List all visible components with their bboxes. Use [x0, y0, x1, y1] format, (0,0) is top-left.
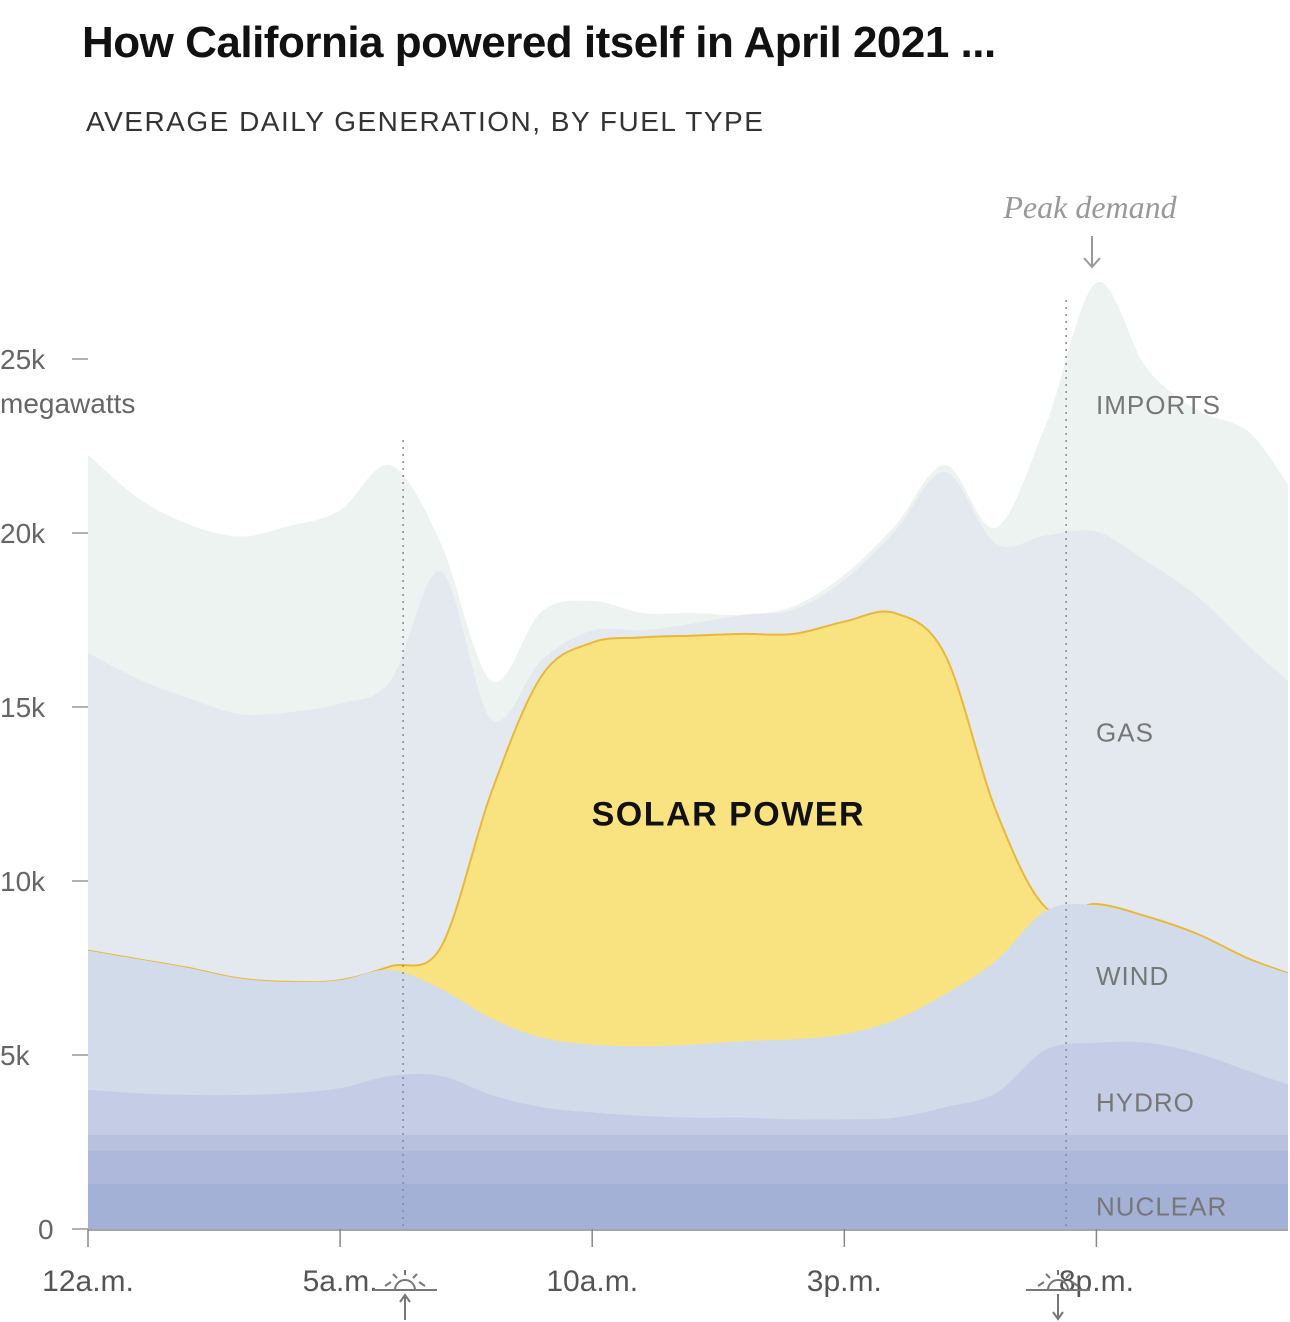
- y-unit-label: megawatts: [0, 388, 135, 419]
- label-wind: WIND: [1096, 961, 1169, 991]
- peak-demand-arrow-icon: [1083, 236, 1101, 269]
- label-hydro: HYDRO: [1096, 1087, 1195, 1117]
- y-tick-label: 25k: [0, 344, 46, 375]
- sun-ray: [384, 1281, 392, 1287]
- x-tick-label: 8p.m.: [1059, 1265, 1134, 1298]
- y-tick-label: 10k: [0, 866, 46, 897]
- chart-subtitle: AVERAGE DAILY GENERATION, BY FUEL TYPE: [86, 106, 765, 137]
- sunrise-icon: [373, 1270, 437, 1320]
- label-nuclear: NUCLEAR: [1096, 1192, 1227, 1222]
- area-nuclear: [88, 1183, 1288, 1229]
- x-tick-label: 12a.m.: [42, 1265, 134, 1298]
- x-tick-label: 5a.m.: [303, 1265, 378, 1298]
- annotations: Peak demand: [1002, 189, 1178, 269]
- sun-ray: [1065, 1273, 1071, 1279]
- sun-disc: [1047, 1279, 1069, 1291]
- peak-demand-annotation: Peak demand: [1002, 189, 1177, 225]
- sun-lines: [402, 300, 1067, 1229]
- series-labels: NUCLEAR HYDRO WIND SOLAR POWER GAS IMPORTS: [592, 390, 1227, 1222]
- sun-icons: [373, 1270, 1090, 1321]
- y-tick-label: 15k: [0, 692, 46, 723]
- sunset-icon: [1026, 1270, 1090, 1321]
- label-gas: GAS: [1096, 717, 1154, 747]
- sun-ray: [412, 1273, 418, 1279]
- chart-title: How California powered itself in April 2…: [82, 18, 996, 67]
- y-tick-label: 20k: [0, 518, 46, 549]
- sun-ray: [1071, 1281, 1079, 1287]
- sun-ray: [1037, 1281, 1045, 1287]
- label-solar-power: SOLAR POWER: [592, 795, 865, 833]
- arrow-down-icon: [1052, 1294, 1064, 1321]
- sun-disc: [394, 1279, 416, 1291]
- sun-ray: [392, 1273, 398, 1279]
- y-tick-label: 0: [38, 1214, 54, 1245]
- x-tick-label: 3p.m.: [807, 1265, 882, 1298]
- y-tick-label: 5k: [0, 1040, 31, 1071]
- label-imports: IMPORTS: [1096, 390, 1221, 420]
- sun-ray: [418, 1281, 426, 1287]
- arrow-up-icon: [399, 1293, 411, 1320]
- x-tick-label: 10a.m.: [546, 1265, 638, 1298]
- axes: 0 5k 10k 15k 20k 25k megawatts 12a.m. 5a.m. 10a.m…: [0, 344, 1288, 1298]
- area-layers: [87, 281, 1289, 1230]
- sun-ray: [1045, 1273, 1051, 1279]
